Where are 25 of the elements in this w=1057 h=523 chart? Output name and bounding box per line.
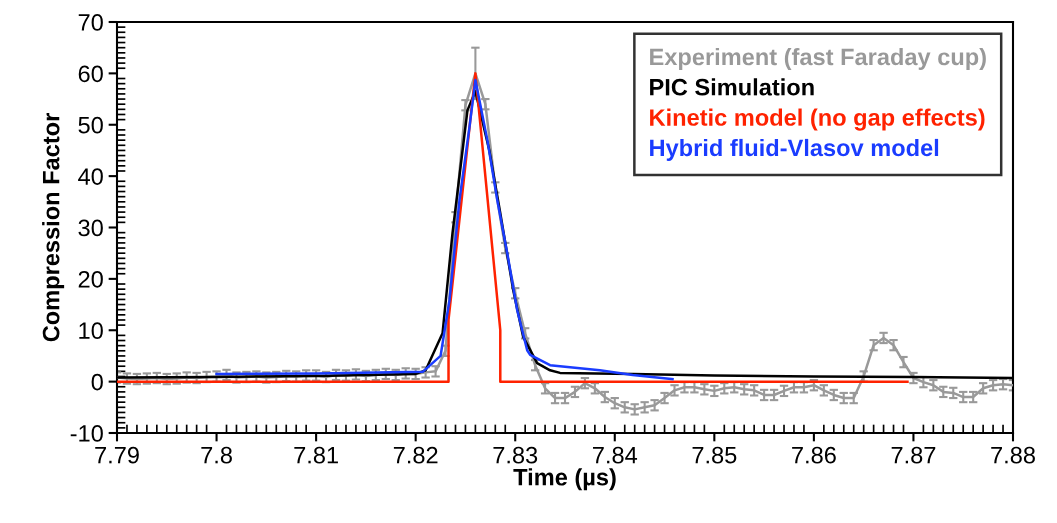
y-tick-label: 30 — [78, 219, 103, 237]
y-tick-label: 50 — [78, 116, 103, 134]
x-tick-label: 7.87 — [891, 446, 936, 464]
x-tick-label: 7.81 — [294, 446, 338, 464]
y-tick-label: 60 — [78, 65, 103, 83]
x-tick-label: 7.83 — [493, 446, 538, 464]
x-axis-title: Time (µs) — [513, 468, 616, 491]
y-axis-title: Compression Factor — [42, 113, 65, 342]
y-tick-label: 10 — [79, 322, 103, 340]
x-tick-label: 7.85 — [692, 446, 737, 464]
x-tick-label: 7.84 — [593, 446, 638, 464]
y-tick-label: 20 — [78, 270, 103, 288]
text: Kinetic model (no gap effects) — [650, 108, 985, 131]
x-tick-label: 7.8 — [201, 446, 232, 464]
x-tick-label: 7.79 — [95, 446, 139, 464]
x-tick-label: 7.82 — [393, 446, 438, 464]
y-tick-label: 70 — [78, 14, 103, 31]
text: PIC Simulation — [650, 78, 814, 96]
x-tick-label: 7.86 — [792, 446, 836, 464]
y-tick-label: -10 — [70, 425, 103, 442]
y-tick-label: 40 — [78, 168, 103, 185]
x-tick-label: 7.88 — [991, 446, 1035, 464]
text: Hybrid fluid-Vlasov model — [650, 138, 939, 161]
y-tick-label: 0 — [91, 373, 103, 391]
text: Experiment (fast Faraday cup) — [650, 47, 986, 70]
